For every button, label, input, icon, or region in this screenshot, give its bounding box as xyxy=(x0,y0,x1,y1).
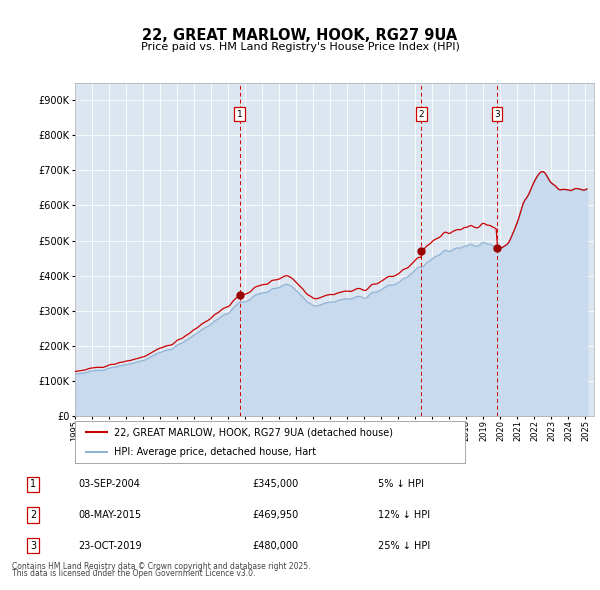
Text: Contains HM Land Registry data © Crown copyright and database right 2025.: Contains HM Land Registry data © Crown c… xyxy=(12,562,311,571)
Text: 3: 3 xyxy=(494,110,500,119)
Text: This data is licensed under the Open Government Licence v3.0.: This data is licensed under the Open Gov… xyxy=(12,569,256,578)
Text: 1: 1 xyxy=(236,110,242,119)
Text: HPI: Average price, detached house, Hart: HPI: Average price, detached house, Hart xyxy=(114,447,316,457)
Text: 08-MAY-2015: 08-MAY-2015 xyxy=(78,510,141,520)
Text: 2: 2 xyxy=(30,510,36,520)
Text: 22, GREAT MARLOW, HOOK, RG27 9UA (detached house): 22, GREAT MARLOW, HOOK, RG27 9UA (detach… xyxy=(114,427,393,437)
Text: £480,000: £480,000 xyxy=(252,541,298,550)
Text: 2: 2 xyxy=(419,110,424,119)
Text: 03-SEP-2004: 03-SEP-2004 xyxy=(78,480,140,489)
Text: 3: 3 xyxy=(30,541,36,550)
Text: 5% ↓ HPI: 5% ↓ HPI xyxy=(378,480,424,489)
Text: Price paid vs. HM Land Registry's House Price Index (HPI): Price paid vs. HM Land Registry's House … xyxy=(140,42,460,52)
Text: £469,950: £469,950 xyxy=(252,510,298,520)
Text: 25% ↓ HPI: 25% ↓ HPI xyxy=(378,541,430,550)
Text: 1: 1 xyxy=(30,480,36,489)
Text: 22, GREAT MARLOW, HOOK, RG27 9UA: 22, GREAT MARLOW, HOOK, RG27 9UA xyxy=(142,28,458,43)
Text: 23-OCT-2019: 23-OCT-2019 xyxy=(78,541,142,550)
Text: £345,000: £345,000 xyxy=(252,480,298,489)
Text: 12% ↓ HPI: 12% ↓ HPI xyxy=(378,510,430,520)
